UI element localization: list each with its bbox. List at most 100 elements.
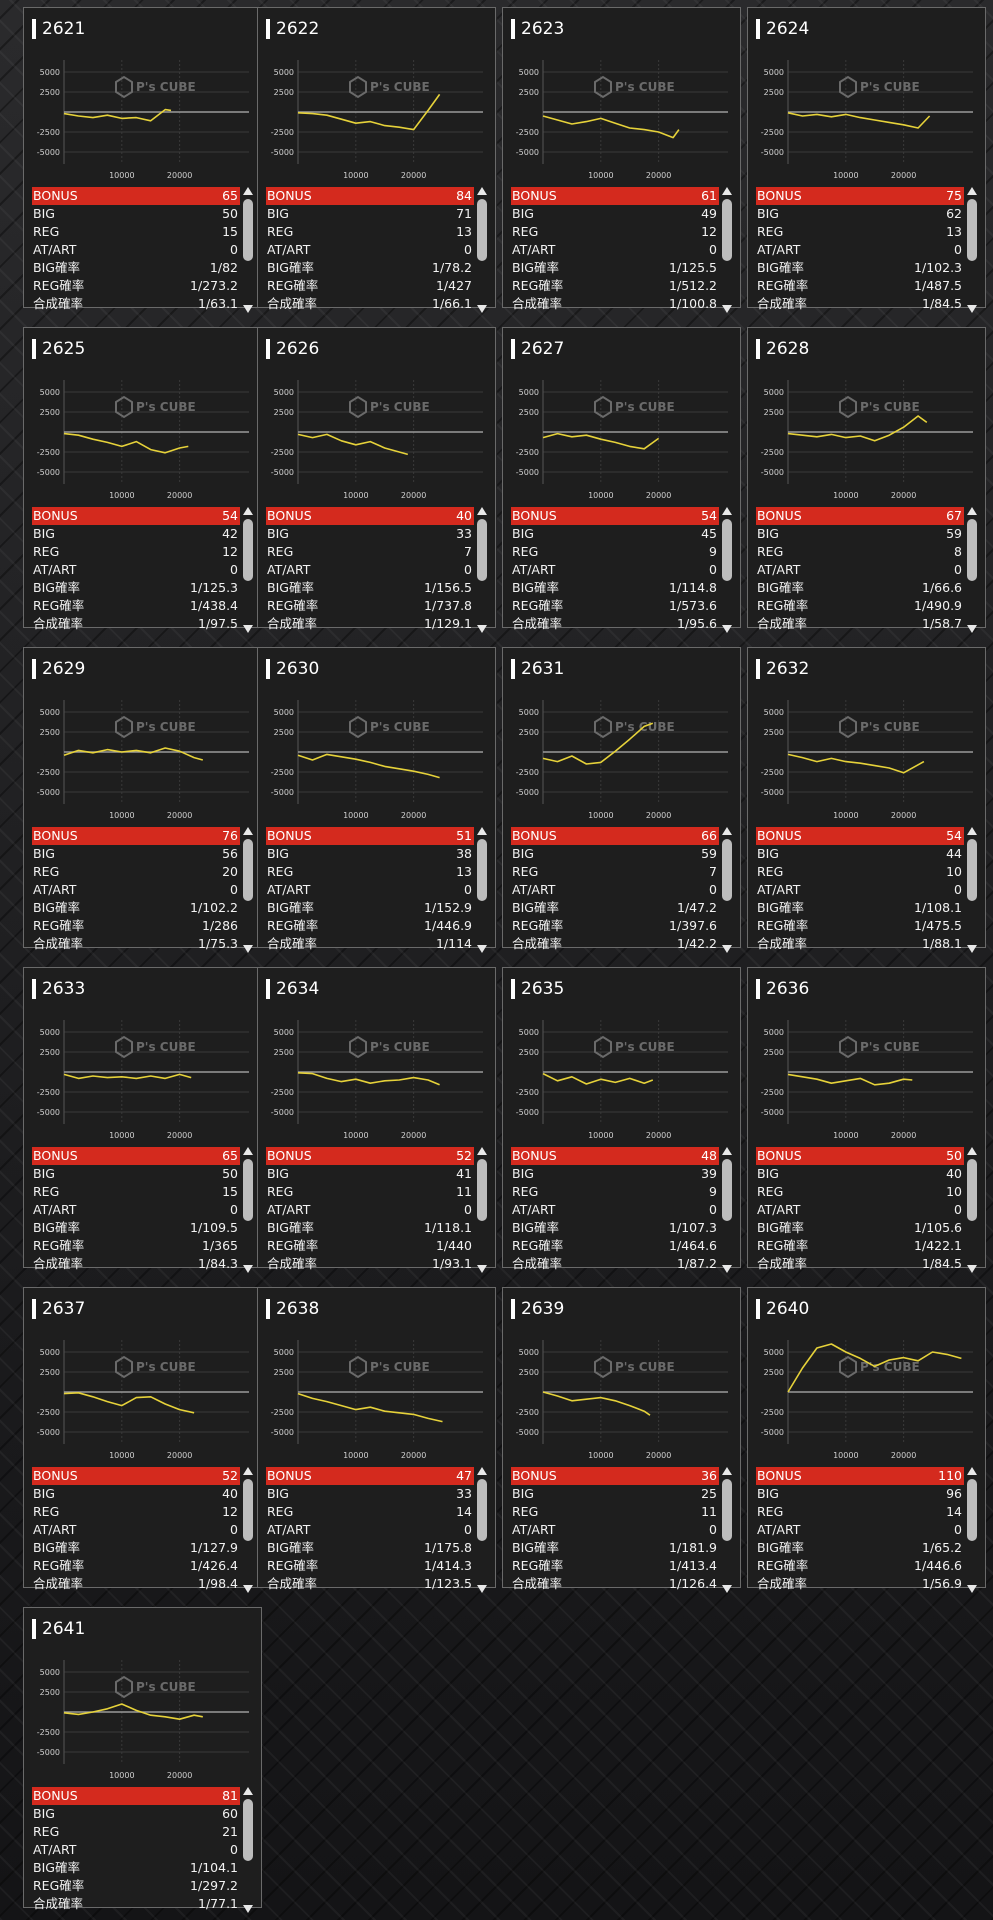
scroll-track[interactable] bbox=[967, 519, 977, 619]
machine-card-2635[interactable]: 2635 5000 2500 -2500 -5000 10000 20000 P's CUB… bbox=[502, 967, 741, 1273]
scroll-track[interactable] bbox=[477, 1479, 487, 1579]
scroll-down-arrow-icon[interactable] bbox=[967, 945, 977, 953]
machine-card-2641[interactable]: 2641 5000 2500 -2500 -5000 10000 20000 P's CUB… bbox=[23, 1607, 262, 1913]
scroll-up-arrow-icon[interactable] bbox=[243, 1467, 253, 1475]
scroll-thumb[interactable] bbox=[477, 1479, 487, 1541]
machine-card-2628[interactable]: 2628 5000 2500 -2500 -5000 10000 20000 P's CUB… bbox=[747, 327, 986, 633]
scroll-down-arrow-icon[interactable] bbox=[477, 1585, 487, 1593]
stats-scrollbar[interactable] bbox=[721, 187, 733, 313]
stats-scrollbar[interactable] bbox=[966, 827, 978, 953]
scroll-up-arrow-icon[interactable] bbox=[477, 507, 487, 515]
scroll-thumb[interactable] bbox=[722, 519, 732, 581]
scroll-thumb[interactable] bbox=[243, 199, 253, 261]
machine-card-2624[interactable]: 2624 5000 2500 -2500 -5000 10000 20000 P's CUB… bbox=[747, 7, 986, 313]
machine-card-2639[interactable]: 2639 5000 2500 -2500 -5000 10000 20000 P's CUB… bbox=[502, 1287, 741, 1593]
scroll-up-arrow-icon[interactable] bbox=[967, 1147, 977, 1155]
scroll-track[interactable] bbox=[722, 839, 732, 939]
scroll-up-arrow-icon[interactable] bbox=[243, 507, 253, 515]
stats-scrollbar[interactable] bbox=[242, 1467, 254, 1593]
scroll-thumb[interactable] bbox=[243, 1799, 253, 1861]
stats-scrollbar[interactable] bbox=[476, 1147, 488, 1273]
scroll-track[interactable] bbox=[243, 1159, 253, 1259]
scroll-track[interactable] bbox=[722, 519, 732, 619]
stats-scrollbar[interactable] bbox=[242, 507, 254, 633]
machine-card-2631[interactable]: 2631 5000 2500 -2500 -5000 10000 20000 P's CUB… bbox=[502, 647, 741, 953]
scroll-thumb[interactable] bbox=[967, 519, 977, 581]
scroll-up-arrow-icon[interactable] bbox=[967, 827, 977, 835]
scroll-up-arrow-icon[interactable] bbox=[967, 1467, 977, 1475]
machine-card-2637[interactable]: 2637 5000 2500 -2500 -5000 10000 20000 P's CUB… bbox=[23, 1287, 262, 1593]
scroll-up-arrow-icon[interactable] bbox=[477, 827, 487, 835]
machine-card-2621[interactable]: 2621 5000 2500 -2500 -5000 10000 20000 P's CUB… bbox=[23, 7, 262, 313]
scroll-down-arrow-icon[interactable] bbox=[243, 945, 253, 953]
scroll-up-arrow-icon[interactable] bbox=[243, 187, 253, 195]
stats-scrollbar[interactable] bbox=[966, 187, 978, 313]
stats-scrollbar[interactable] bbox=[242, 1787, 254, 1913]
scroll-down-arrow-icon[interactable] bbox=[243, 1585, 253, 1593]
machine-card-2632[interactable]: 2632 5000 2500 -2500 -5000 10000 20000 P's CUB… bbox=[747, 647, 986, 953]
stats-scrollbar[interactable] bbox=[476, 187, 488, 313]
stats-scrollbar[interactable] bbox=[721, 507, 733, 633]
stats-scrollbar[interactable] bbox=[721, 1467, 733, 1593]
scroll-track[interactable] bbox=[967, 839, 977, 939]
stats-scrollbar[interactable] bbox=[476, 507, 488, 633]
stats-scrollbar[interactable] bbox=[966, 1467, 978, 1593]
scroll-thumb[interactable] bbox=[477, 839, 487, 901]
scroll-track[interactable] bbox=[722, 1159, 732, 1259]
scroll-down-arrow-icon[interactable] bbox=[967, 625, 977, 633]
stats-scrollbar[interactable] bbox=[242, 187, 254, 313]
scroll-track[interactable] bbox=[243, 1799, 253, 1899]
machine-card-2636[interactable]: 2636 5000 2500 -2500 -5000 10000 20000 P's CUB… bbox=[747, 967, 986, 1273]
scroll-down-arrow-icon[interactable] bbox=[967, 1265, 977, 1273]
machine-card-2630[interactable]: 2630 5000 2500 -2500 -5000 10000 20000 P's CUB… bbox=[257, 647, 496, 953]
scroll-down-arrow-icon[interactable] bbox=[243, 1905, 253, 1913]
scroll-track[interactable] bbox=[243, 1479, 253, 1579]
scroll-down-arrow-icon[interactable] bbox=[243, 305, 253, 313]
stats-scrollbar[interactable] bbox=[721, 827, 733, 953]
scroll-up-arrow-icon[interactable] bbox=[722, 1147, 732, 1155]
stats-scrollbar[interactable] bbox=[966, 507, 978, 633]
scroll-down-arrow-icon[interactable] bbox=[477, 1265, 487, 1273]
machine-card-2640[interactable]: 2640 5000 2500 -2500 -5000 10000 20000 P's CUB… bbox=[747, 1287, 986, 1593]
machine-card-2623[interactable]: 2623 5000 2500 -2500 -5000 10000 20000 P's CUB… bbox=[502, 7, 741, 313]
machine-card-2625[interactable]: 2625 5000 2500 -2500 -5000 10000 20000 P's CUB… bbox=[23, 327, 262, 633]
machine-card-2634[interactable]: 2634 5000 2500 -2500 -5000 10000 20000 P's CUB… bbox=[257, 967, 496, 1273]
scroll-up-arrow-icon[interactable] bbox=[243, 1787, 253, 1795]
scroll-up-arrow-icon[interactable] bbox=[243, 1147, 253, 1155]
scroll-thumb[interactable] bbox=[722, 1159, 732, 1221]
stats-scrollbar[interactable] bbox=[721, 1147, 733, 1273]
stats-scrollbar[interactable] bbox=[242, 1147, 254, 1273]
scroll-down-arrow-icon[interactable] bbox=[722, 625, 732, 633]
scroll-track[interactable] bbox=[243, 199, 253, 299]
scroll-track[interactable] bbox=[477, 519, 487, 619]
scroll-thumb[interactable] bbox=[722, 839, 732, 901]
scroll-track[interactable] bbox=[722, 199, 732, 299]
scroll-track[interactable] bbox=[243, 839, 253, 939]
scroll-thumb[interactable] bbox=[967, 199, 977, 261]
scroll-track[interactable] bbox=[722, 1479, 732, 1579]
machine-card-2638[interactable]: 2638 5000 2500 -2500 -5000 10000 20000 P's CUB… bbox=[257, 1287, 496, 1593]
scroll-thumb[interactable] bbox=[243, 839, 253, 901]
scroll-down-arrow-icon[interactable] bbox=[967, 305, 977, 313]
scroll-down-arrow-icon[interactable] bbox=[477, 305, 487, 313]
scroll-up-arrow-icon[interactable] bbox=[722, 1467, 732, 1475]
stats-scrollbar[interactable] bbox=[966, 1147, 978, 1273]
scroll-down-arrow-icon[interactable] bbox=[967, 1585, 977, 1593]
scroll-up-arrow-icon[interactable] bbox=[243, 827, 253, 835]
stats-scrollbar[interactable] bbox=[476, 1467, 488, 1593]
stats-scrollbar[interactable] bbox=[476, 827, 488, 953]
machine-card-2627[interactable]: 2627 5000 2500 -2500 -5000 10000 20000 P's CUB… bbox=[502, 327, 741, 633]
scroll-track[interactable] bbox=[477, 1159, 487, 1259]
scroll-down-arrow-icon[interactable] bbox=[722, 305, 732, 313]
scroll-track[interactable] bbox=[477, 199, 487, 299]
scroll-track[interactable] bbox=[243, 519, 253, 619]
machine-card-2629[interactable]: 2629 5000 2500 -2500 -5000 10000 20000 P's CUB… bbox=[23, 647, 262, 953]
scroll-up-arrow-icon[interactable] bbox=[722, 827, 732, 835]
scroll-down-arrow-icon[interactable] bbox=[722, 1585, 732, 1593]
machine-card-2626[interactable]: 2626 5000 2500 -2500 -5000 10000 20000 P's CUB… bbox=[257, 327, 496, 633]
scroll-track[interactable] bbox=[967, 199, 977, 299]
scroll-track[interactable] bbox=[967, 1159, 977, 1259]
scroll-track[interactable] bbox=[477, 839, 487, 939]
scroll-thumb[interactable] bbox=[243, 1159, 253, 1221]
scroll-up-arrow-icon[interactable] bbox=[477, 187, 487, 195]
